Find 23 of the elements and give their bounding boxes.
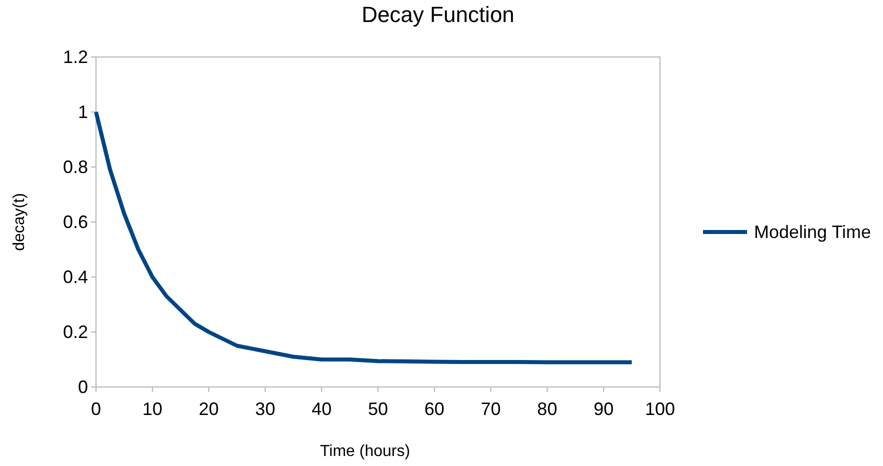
- chart-title: Decay Function: [362, 2, 514, 27]
- y-tick-label: 0.4: [62, 266, 88, 287]
- x-tick-label: 70: [480, 398, 501, 419]
- x-axis-title: Time (hours): [320, 443, 410, 460]
- y-tick-label: 0.2: [62, 322, 88, 342]
- legend-label: Modeling Time: [754, 222, 872, 242]
- x-tick-label: 0: [90, 398, 102, 419]
- y-tick-label: 0: [78, 376, 88, 397]
- x-tick-label: 30: [255, 398, 276, 419]
- y-axis-title: decay(t): [11, 193, 28, 251]
- x-tick-label: 20: [198, 398, 219, 419]
- y-tick-label: 1.2: [62, 46, 88, 67]
- x-tick-label: 100: [644, 398, 676, 419]
- x-tick-label: 40: [312, 398, 332, 419]
- y-tick-label: 0.6: [62, 212, 88, 232]
- x-tick-label: 50: [368, 398, 388, 419]
- x-tick-label: 80: [537, 398, 558, 419]
- x-tick-label: 10: [142, 398, 162, 419]
- y-tick-label: 1: [78, 102, 88, 122]
- y-tick-label: 0.8: [62, 156, 88, 177]
- x-tick-label: 90: [594, 398, 614, 419]
- x-tick-label: 60: [424, 398, 444, 419]
- line-series: [94, 110, 634, 364]
